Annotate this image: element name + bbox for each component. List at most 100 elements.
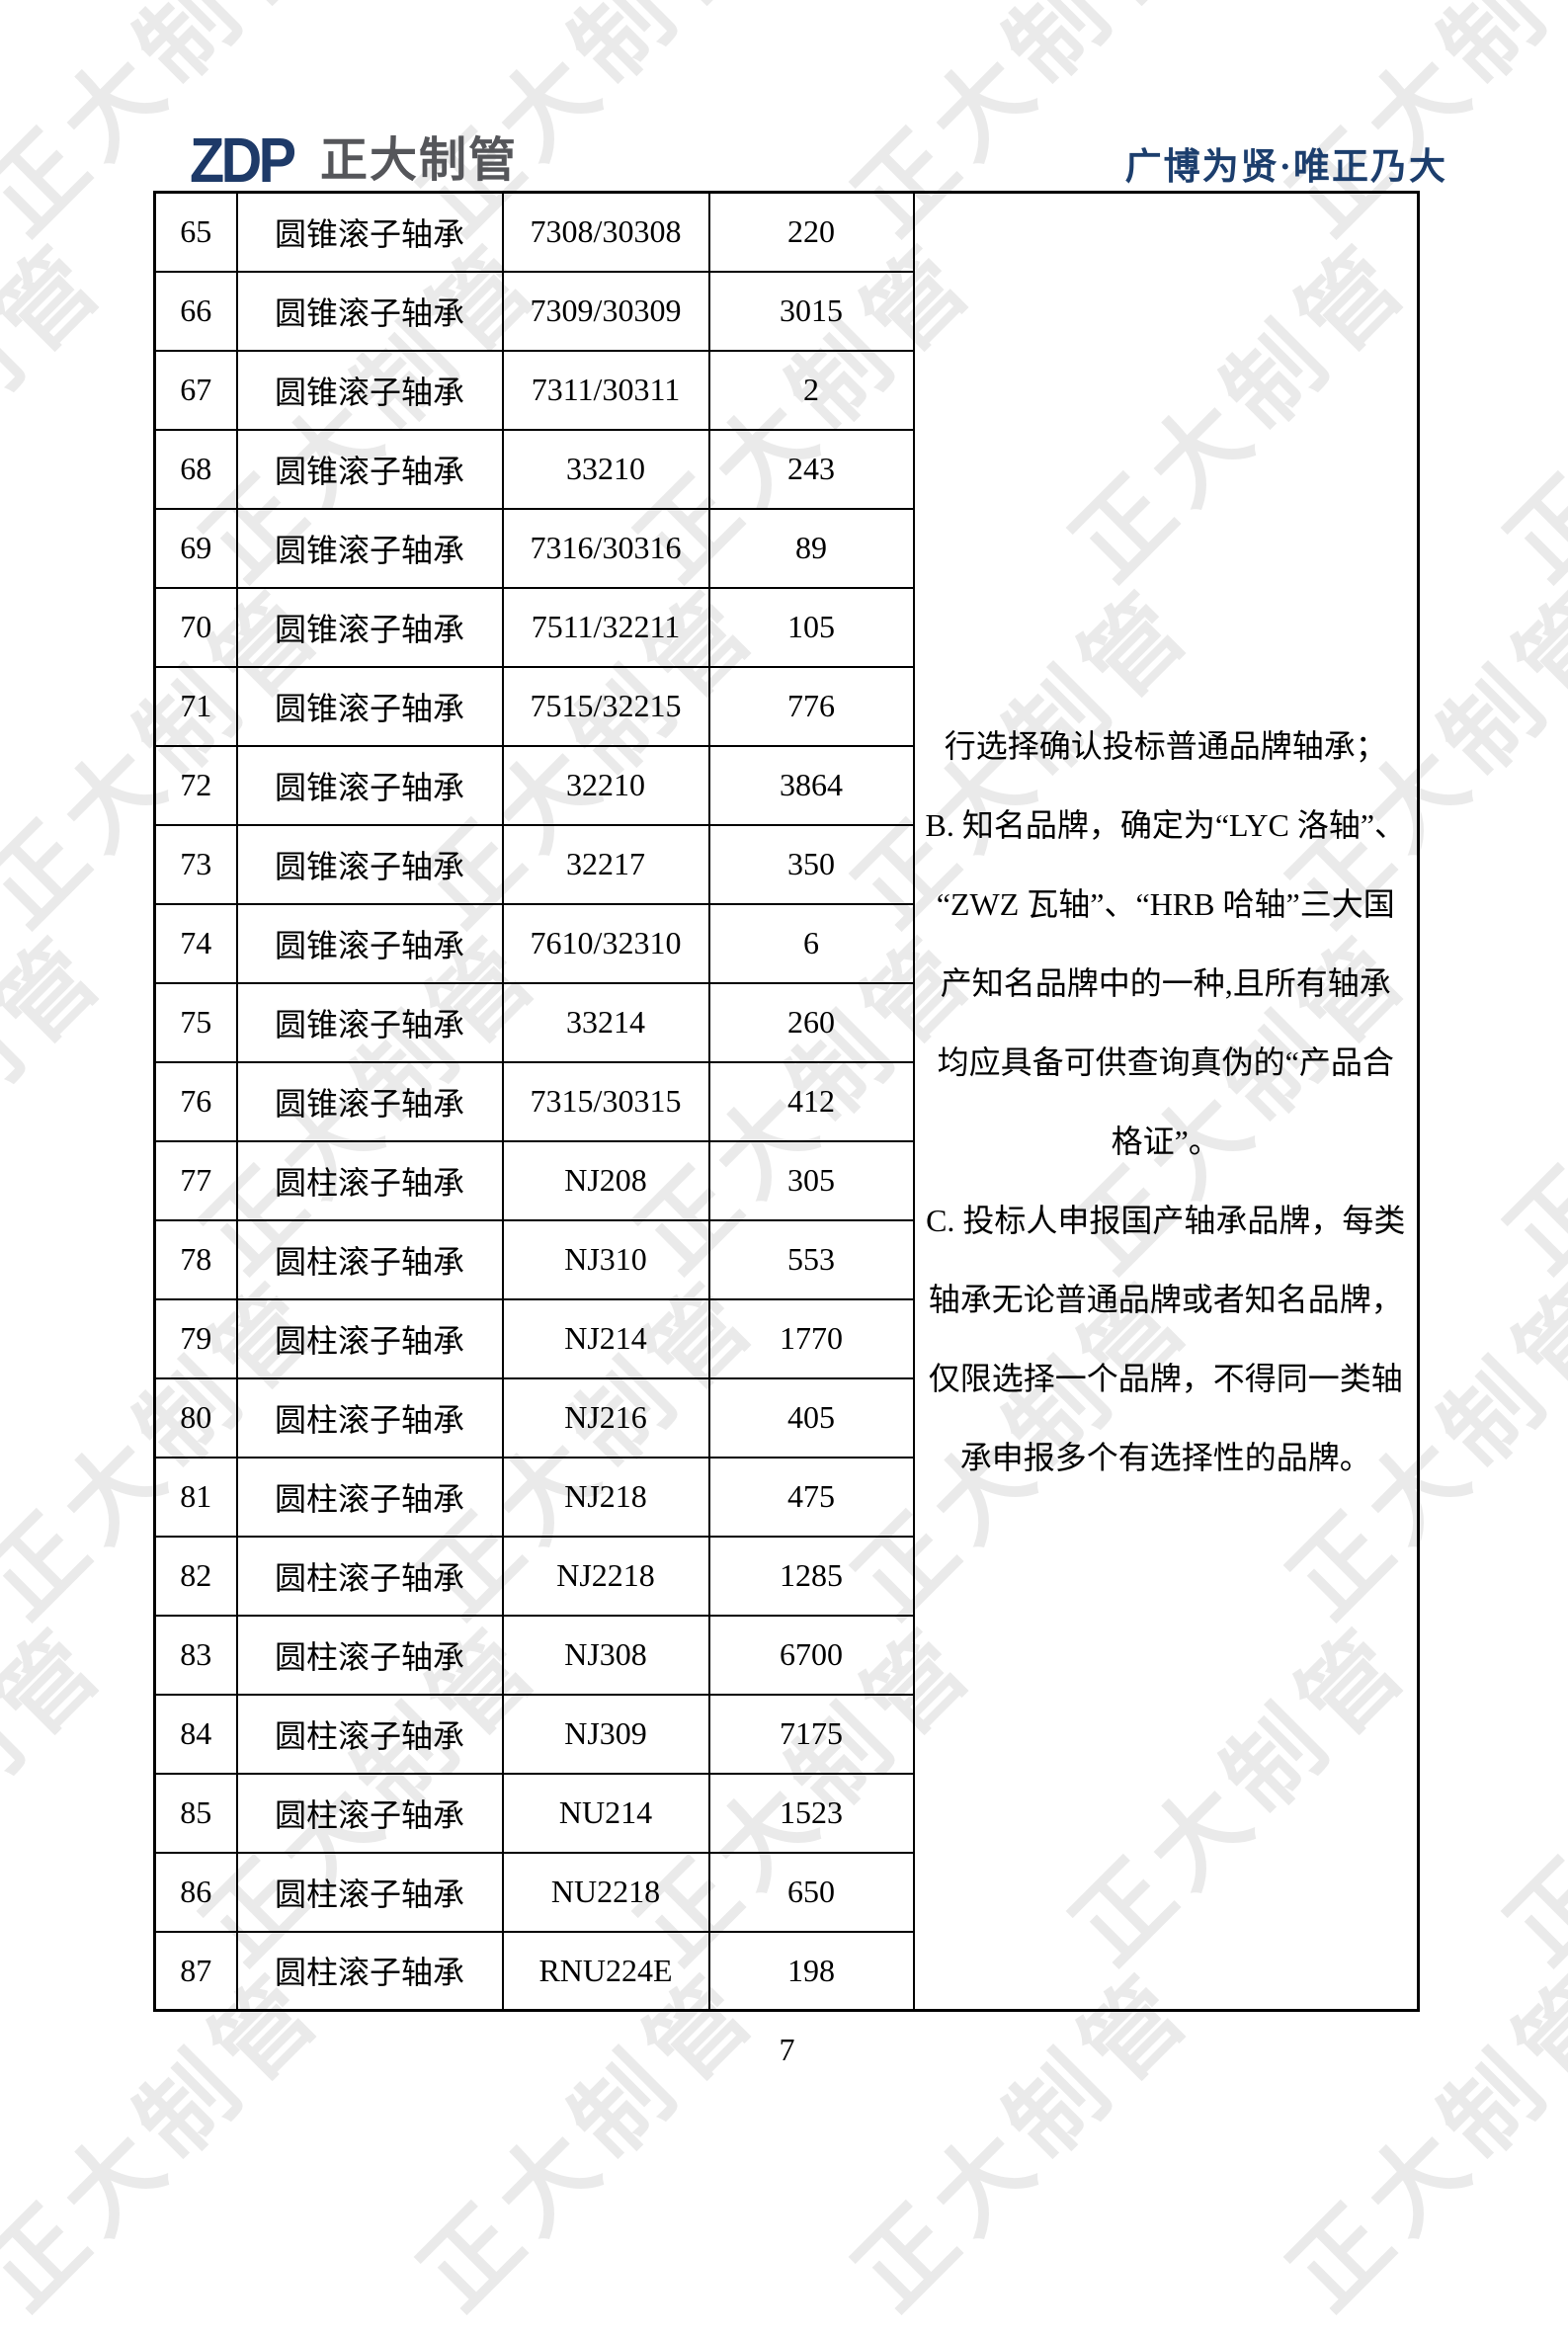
cell-model: NU214 xyxy=(501,1772,710,1854)
remarks-line: “ZWZ 瓦轴”、“HRB 哈轴”三大国 xyxy=(936,885,1395,922)
remarks-line: 仅限选择一个品牌，不得同一类轴 xyxy=(928,1360,1403,1396)
table-row: 82 圆柱滚子轴承 NJ2218 1285 xyxy=(153,1535,1419,1617)
cell-model: 7309/30309 xyxy=(501,270,710,352)
page-number: 7 xyxy=(779,2032,795,2067)
cell-serial-number: 86 xyxy=(153,1851,238,1933)
cell-quantity: 776 xyxy=(707,665,915,747)
cell-serial-number: 73 xyxy=(153,823,238,905)
cell-quantity: 1523 xyxy=(707,1772,915,1854)
cell-model: 7511/32211 xyxy=(501,586,710,668)
cell-serial-number: 81 xyxy=(153,1456,238,1538)
cell-quantity: 2 xyxy=(707,349,915,431)
cell-model: 7311/30311 xyxy=(501,349,710,431)
cell-model: 33214 xyxy=(501,981,710,1063)
cell-serial-number: 84 xyxy=(153,1693,238,1775)
remarks-line: 均应具备可供查询真伪的“产品合 xyxy=(937,1043,1394,1080)
cell-quantity: 3015 xyxy=(707,270,915,352)
cell-serial-number: 65 xyxy=(153,191,238,273)
cell-bearing-type: 圆锥滚子轴承 xyxy=(235,586,504,668)
cell-serial-number: 79 xyxy=(153,1297,238,1379)
table-row: 77 圆柱滚子轴承 NJ208 305 xyxy=(153,1139,1419,1221)
cell-model: 33210 xyxy=(501,428,710,510)
table-row: 71 圆锥滚子轴承 7515/32215 776 xyxy=(153,665,1419,747)
table-row: 72 圆锥滚子轴承 32210 3864 xyxy=(153,744,1419,826)
cell-bearing-type: 圆锥滚子轴承 xyxy=(235,981,504,1063)
cell-serial-number: 82 xyxy=(153,1535,238,1617)
table-row: 66 圆锥滚子轴承 7309/30309 3015 xyxy=(153,270,1419,352)
table-row: 87 圆柱滚子轴承 RNU224E 198 xyxy=(153,1930,1419,2012)
cell-serial-number: 83 xyxy=(153,1614,238,1696)
cell-serial-number: 80 xyxy=(153,1376,238,1459)
cell-model: 7610/32310 xyxy=(501,902,710,984)
table-row: 83 圆柱滚子轴承 NJ308 6700 xyxy=(153,1614,1419,1696)
table-row: 68 圆锥滚子轴承 33210 243 xyxy=(153,428,1419,510)
remarks-line: 格证”。 xyxy=(1111,1123,1220,1159)
cell-model: NJ309 xyxy=(501,1693,710,1775)
cell-bearing-type: 圆柱滚子轴承 xyxy=(235,1456,504,1538)
table-row: 69 圆锥滚子轴承 7316/30316 89 xyxy=(153,507,1419,589)
table-row: 80 圆柱滚子轴承 NJ216 405 xyxy=(153,1376,1419,1459)
zdp-logo: ZDP 正大制管 xyxy=(190,125,518,196)
cell-bearing-type: 圆锥滚子轴承 xyxy=(235,823,504,905)
cell-quantity: 412 xyxy=(707,1060,915,1142)
cell-bearing-type: 圆柱滚子轴承 xyxy=(235,1139,504,1221)
cell-model: NU2218 xyxy=(501,1851,710,1933)
cell-quantity: 6700 xyxy=(707,1614,915,1696)
remarks-line: 轴承无论普通品牌或者知名品牌， xyxy=(928,1281,1403,1317)
cell-bearing-type: 圆锥滚子轴承 xyxy=(235,665,504,747)
cell-bearing-type: 圆锥滚子轴承 xyxy=(235,270,504,352)
cell-model: RNU224E xyxy=(501,1930,710,2012)
cell-quantity: 260 xyxy=(707,981,915,1063)
table-row: 84 圆柱滚子轴承 NJ309 7175 xyxy=(153,1693,1419,1775)
cell-serial-number: 69 xyxy=(153,507,238,589)
cell-serial-number: 87 xyxy=(153,1930,238,2012)
cell-model: 32217 xyxy=(501,823,710,905)
cell-bearing-type: 圆柱滚子轴承 xyxy=(235,1772,504,1854)
cell-bearing-type: 圆柱滚子轴承 xyxy=(235,1930,504,2012)
cell-serial-number: 68 xyxy=(153,428,238,510)
cell-serial-number: 85 xyxy=(153,1772,238,1854)
cell-quantity: 553 xyxy=(707,1218,915,1300)
cell-serial-number: 70 xyxy=(153,586,238,668)
table-row: 81 圆柱滚子轴承 NJ218 475 xyxy=(153,1456,1419,1538)
table-row: 65 圆锥滚子轴承 7308/30308 220 行选择确认投标普通品牌轴承； B… xyxy=(153,191,1420,2012)
cell-model: NJ214 xyxy=(501,1297,710,1379)
cell-serial-number: 75 xyxy=(153,981,238,1063)
cell-bearing-type: 圆柱滚子轴承 xyxy=(235,1614,504,1696)
header-slogan: 广博为贤·唯正乃大 xyxy=(1124,147,1447,188)
cell-bearing-type: 圆锥滚子轴承 xyxy=(235,902,504,984)
table-row: 79 圆柱滚子轴承 NJ214 1770 xyxy=(153,1297,1419,1379)
table-row: 73 圆锥滚子轴承 32217 350 xyxy=(153,823,1419,905)
cell-quantity: 105 xyxy=(707,586,915,668)
cell-quantity: 350 xyxy=(707,823,915,905)
cell-bearing-type: 圆锥滚子轴承 xyxy=(235,744,504,826)
cell-quantity: 89 xyxy=(707,507,915,589)
cell-model: NJ216 xyxy=(501,1376,710,1459)
cell-model: 7315/30315 xyxy=(501,1060,710,1142)
cell-serial-number: 74 xyxy=(153,902,238,984)
zdp-logo-mark: ZDP xyxy=(190,125,296,196)
table-row: 85 圆柱滚子轴承 NU214 1523 xyxy=(153,1772,1419,1854)
cell-model: 7515/32215 xyxy=(501,665,710,747)
table-row: 78 圆柱滚子轴承 NJ310 553 xyxy=(153,1218,1419,1300)
cell-quantity: 650 xyxy=(707,1851,915,1933)
table-row: 70 圆锥滚子轴承 7511/32211 105 xyxy=(153,586,1419,668)
cell-quantity: 220 xyxy=(707,191,915,273)
cell-quantity: 405 xyxy=(707,1376,915,1459)
cell-bearing-type: 圆锥滚子轴承 xyxy=(235,191,504,273)
cell-quantity: 305 xyxy=(707,1139,915,1221)
cell-quantity: 1285 xyxy=(707,1535,915,1617)
cell-bearing-type: 圆锥滚子轴承 xyxy=(235,349,504,431)
cell-quantity: 3864 xyxy=(707,744,915,826)
remarks-line: 产知名品牌中的一种,且所有轴承 xyxy=(940,964,1391,1001)
remarks-line: 承申报多个有选择性的品牌。 xyxy=(959,1439,1371,1475)
page-content: ZDP 正大制管 广博为贤·唯正乃大 65 圆锥滚子轴承 7308/30308 … xyxy=(153,125,1447,2067)
cell-bearing-type: 圆柱滚子轴承 xyxy=(235,1218,504,1300)
cell-quantity: 475 xyxy=(707,1456,915,1538)
cell-quantity: 1770 xyxy=(707,1297,915,1379)
cell-bearing-type: 圆柱滚子轴承 xyxy=(235,1851,504,1933)
cell-bearing-type: 圆锥滚子轴承 xyxy=(235,428,504,510)
cell-bearing-type: 圆柱滚子轴承 xyxy=(235,1376,504,1459)
bearings-table: 65 圆锥滚子轴承 7308/30308 220 行选择确认投标普通品牌轴承； B… xyxy=(153,191,1420,2012)
